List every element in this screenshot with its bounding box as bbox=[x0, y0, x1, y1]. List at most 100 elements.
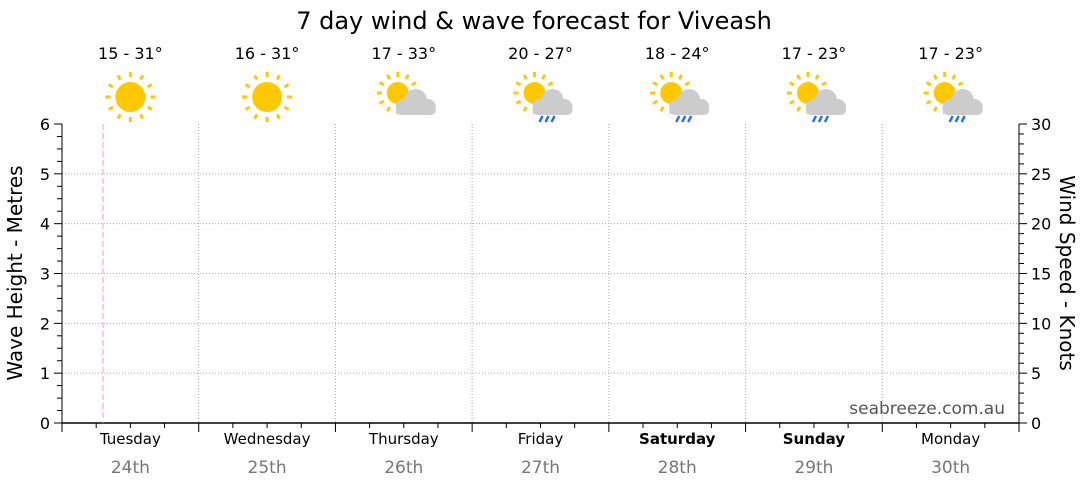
rain-drop bbox=[681, 115, 687, 123]
sun-ray bbox=[244, 105, 251, 111]
sun-ray bbox=[378, 99, 385, 105]
temperature-label: 18 - 24° bbox=[645, 44, 710, 63]
x-tick-day: Tuesday bbox=[99, 430, 161, 448]
sun-ray bbox=[385, 106, 392, 112]
y-axis-label: Wave Height - Metres bbox=[3, 165, 27, 380]
sun-ray bbox=[116, 113, 122, 120]
x-tick-day: Friday bbox=[518, 430, 564, 448]
sun-ray bbox=[378, 81, 385, 87]
sunny-icon bbox=[105, 72, 156, 122]
sun-shape bbox=[105, 72, 156, 122]
partly-cloudy-rain-icon bbox=[650, 72, 710, 123]
x-tick-day: Saturday bbox=[639, 430, 716, 448]
sun-shape bbox=[786, 72, 829, 114]
sun-ray bbox=[522, 74, 528, 80]
sun-ray bbox=[684, 81, 691, 87]
y-tick-label: 2 bbox=[40, 314, 50, 333]
sun-ray bbox=[925, 99, 932, 105]
sun-ray bbox=[385, 74, 392, 80]
y2-tick-label: 30 bbox=[1031, 115, 1051, 134]
rain-drop bbox=[544, 115, 550, 123]
cloud-base bbox=[669, 105, 710, 115]
cloud-shape bbox=[942, 89, 983, 115]
x-tick-date: 30th bbox=[931, 458, 970, 478]
watermark: seabreeze.com.au bbox=[849, 399, 1005, 419]
temperature-label: 16 - 31° bbox=[235, 44, 300, 63]
rain-drop bbox=[550, 115, 556, 123]
cloud-base bbox=[942, 105, 983, 115]
sun-disc bbox=[252, 82, 283, 112]
sun-ray bbox=[107, 83, 114, 89]
sun-ray bbox=[547, 81, 554, 87]
sun-ray bbox=[677, 74, 684, 80]
sun-ray bbox=[283, 105, 290, 111]
cloud-base bbox=[395, 105, 436, 115]
sun-ray bbox=[116, 74, 122, 81]
partly-cloudy-rain-icon bbox=[786, 72, 846, 123]
sun-ray bbox=[283, 83, 290, 89]
x-tick-date: 28th bbox=[658, 458, 697, 478]
x-tick-date: 26th bbox=[384, 458, 423, 478]
sunny-icon bbox=[242, 72, 293, 122]
sun-ray bbox=[275, 74, 281, 81]
sun-ray bbox=[515, 81, 522, 87]
cloud-shape bbox=[395, 89, 436, 115]
y-tick-label: 3 bbox=[40, 265, 50, 284]
x-tick-date: 25th bbox=[248, 458, 287, 478]
sun-ray bbox=[139, 113, 145, 120]
sun-ray bbox=[146, 105, 153, 111]
sun-ray bbox=[796, 74, 802, 80]
x-tick-day: Sunday bbox=[783, 430, 846, 448]
chart-title: 7 day wind & wave forecast for Viveash bbox=[296, 7, 772, 35]
temperature-label: 17 - 23° bbox=[782, 44, 847, 63]
sun-ray bbox=[788, 81, 795, 87]
sun-ray bbox=[659, 106, 665, 112]
y2-tick-label: 25 bbox=[1031, 165, 1051, 184]
sun-ray bbox=[652, 81, 659, 87]
rain-drop bbox=[675, 115, 681, 123]
rain-drop bbox=[823, 115, 830, 123]
rain-drop bbox=[948, 115, 954, 123]
y-tick-label: 4 bbox=[40, 215, 50, 234]
y-tick-label: 5 bbox=[40, 165, 50, 184]
sun-ray bbox=[796, 106, 802, 112]
sun-ray bbox=[957, 81, 964, 87]
sun-ray bbox=[522, 106, 528, 112]
x-tick-day: Wednesday bbox=[224, 430, 311, 448]
y2-tick-label: 0 bbox=[1031, 414, 1041, 433]
x-tick-day: Thursday bbox=[368, 430, 439, 448]
x-tick-date: 27th bbox=[521, 458, 560, 478]
sun-ray bbox=[275, 113, 281, 120]
sun-disc bbox=[115, 82, 146, 112]
y2-tick-label: 15 bbox=[1031, 265, 1051, 284]
sun-ray bbox=[107, 105, 114, 111]
y2-tick-label: 10 bbox=[1031, 314, 1051, 333]
rain-drop bbox=[811, 115, 818, 123]
sun-ray bbox=[515, 99, 522, 105]
sun-ray bbox=[253, 74, 259, 81]
y-tick-label: 0 bbox=[40, 414, 50, 433]
sun-ray bbox=[951, 74, 957, 80]
partly-cloudy-icon bbox=[376, 72, 436, 115]
sun-ray bbox=[541, 74, 547, 80]
sun-disc bbox=[660, 82, 683, 104]
cloud-shape bbox=[532, 89, 573, 115]
cloud-shape bbox=[805, 89, 846, 115]
rain-drop bbox=[817, 115, 824, 123]
sun-ray bbox=[821, 81, 827, 87]
cloud-shape bbox=[669, 89, 710, 115]
partly-cloudy-rain-icon bbox=[513, 72, 573, 123]
temperature-label: 17 - 23° bbox=[918, 44, 983, 63]
sun-ray bbox=[244, 83, 251, 89]
sun-ray bbox=[410, 81, 417, 87]
sun-ray bbox=[814, 74, 820, 80]
sun-ray bbox=[659, 74, 665, 80]
sun-ray bbox=[139, 74, 145, 81]
temperature-label: 17 - 33° bbox=[371, 44, 436, 63]
temperature-label: 15 - 31° bbox=[98, 44, 163, 63]
y-tick-label: 6 bbox=[40, 115, 50, 134]
sun-disc bbox=[796, 82, 819, 104]
sun-ray bbox=[146, 83, 153, 89]
sun-ray bbox=[788, 99, 795, 105]
